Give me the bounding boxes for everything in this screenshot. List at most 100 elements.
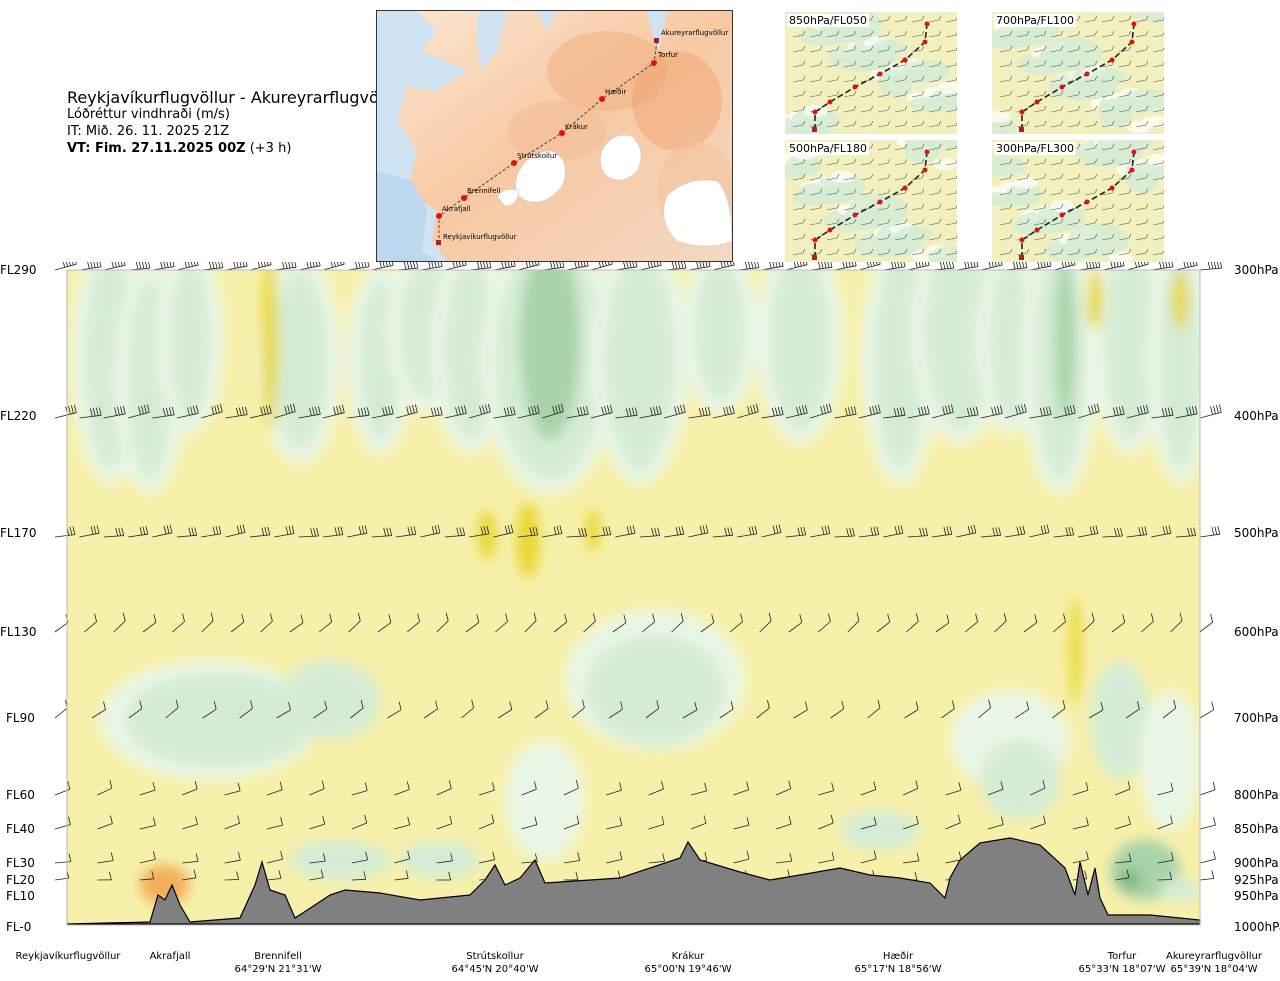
wind-barb [1175, 527, 1196, 538]
wind-barb [351, 871, 367, 881]
wind-barb [1199, 526, 1221, 538]
wind-barb [493, 262, 516, 271]
wind-barb [1015, 701, 1030, 719]
wind-barb [436, 815, 453, 830]
wind-barb [387, 701, 402, 719]
wind-barb [563, 815, 580, 830]
wind-barb [904, 701, 919, 719]
wind-barb [608, 701, 623, 719]
wind-barb [371, 405, 394, 419]
field-contour [586, 508, 600, 552]
field-contour [170, 270, 210, 420]
wind-barb [371, 262, 394, 271]
wind-barb [139, 817, 156, 830]
wind-barb [350, 700, 364, 719]
wind-barb [298, 406, 321, 419]
wind-barb [788, 614, 803, 633]
field-contour [1118, 870, 1142, 890]
wind-barb [347, 407, 370, 419]
wind-barb [566, 262, 589, 271]
wind-barb [224, 815, 240, 830]
wind-barb [729, 613, 743, 633]
wind-barb [176, 262, 199, 271]
wind-barb [493, 406, 516, 419]
wind-barb [994, 613, 1007, 633]
wind-barb [671, 613, 684, 633]
wind-barb [394, 816, 411, 830]
wind-barb [980, 527, 1002, 538]
wind-barb [615, 262, 638, 271]
wind-barb [834, 527, 855, 538]
wind-barb [176, 527, 198, 538]
wind-barb [351, 814, 368, 830]
wind-barb [542, 262, 565, 271]
pressure-level-label: 300hPa [1234, 263, 1279, 277]
field-contour [505, 740, 585, 860]
wind-barb [1175, 262, 1198, 271]
wind-barb [274, 403, 296, 419]
field-contour [605, 270, 675, 470]
waypoint-akureyri-marker [654, 38, 659, 43]
wind-barb [615, 407, 638, 419]
wind-barb [688, 406, 711, 419]
wind-barb [420, 406, 443, 419]
waypoint-label: Akrafjall [442, 205, 471, 213]
wind-barb [276, 701, 291, 719]
inset-label: 500hPa/FL180 [787, 142, 870, 155]
wind-barb [266, 817, 283, 830]
wind-barb [775, 816, 792, 830]
wind-barb [566, 406, 589, 419]
wind-barb [1199, 781, 1216, 796]
station-coordinate: 65°39'N 18°04'W [1170, 964, 1258, 975]
wind-barb [478, 782, 495, 796]
field-contour [695, 270, 745, 400]
wind-barb [563, 871, 579, 881]
wind-barb [461, 699, 475, 719]
wind-barb [79, 525, 100, 538]
waypoint-label: Strútskollur [517, 152, 557, 160]
wind-barb [84, 613, 97, 633]
quantity-subtitle: Lóðréttur vindhraði (m/s) [67, 107, 230, 122]
wind-barb [935, 614, 950, 633]
wind-barb [690, 815, 707, 830]
wind-barb [860, 850, 877, 864]
wind-barb [664, 262, 687, 271]
wind-barb [377, 614, 392, 633]
flight-level-label: FL170 [0, 526, 37, 540]
wind-barb [142, 614, 157, 633]
wind-barb [810, 525, 831, 538]
wind-barb [606, 817, 623, 830]
wind-barb [201, 262, 224, 271]
issue-time: IT: Mið. 26. 11. 2025 21Z [67, 124, 230, 139]
field-contour [290, 840, 390, 880]
wind-barb [987, 781, 1004, 796]
wind-barb [1053, 526, 1075, 538]
wind-barb [436, 780, 452, 796]
wind-barb [980, 262, 1003, 271]
wind-barb [1082, 612, 1095, 633]
inset-label: 850hPa/FL050 [787, 14, 870, 27]
wind-barb [719, 701, 734, 719]
wind-barb [733, 781, 749, 796]
station-name: Strútskollur [466, 951, 524, 962]
wind-barb [639, 262, 662, 271]
wind-barb [945, 814, 961, 830]
pressure-level-label: 600hPa [1234, 625, 1279, 639]
wind-barb [1029, 406, 1052, 419]
station-label: Reykjavíkurflugvöllur [8, 950, 128, 963]
waypoint-label: Hæðir [605, 88, 626, 96]
wind-barb [478, 814, 495, 830]
field-contour [980, 740, 1060, 820]
field-contour [516, 502, 540, 578]
wind-barb [615, 525, 636, 538]
inset-map: 700hPa/FL100 [992, 12, 1164, 134]
pressure-level-label: 950hPa [1234, 889, 1279, 903]
station-name: Akureyrarflugvöllur [1165, 951, 1262, 962]
inset-map: 300hPa/FL300 [992, 140, 1164, 262]
wind-barb [1115, 869, 1130, 881]
wind-barb [931, 526, 953, 538]
flight-level-label: FL-0 [6, 920, 32, 934]
field-contour [445, 270, 495, 440]
wind-barb [521, 781, 537, 796]
field-contour [125, 672, 315, 768]
